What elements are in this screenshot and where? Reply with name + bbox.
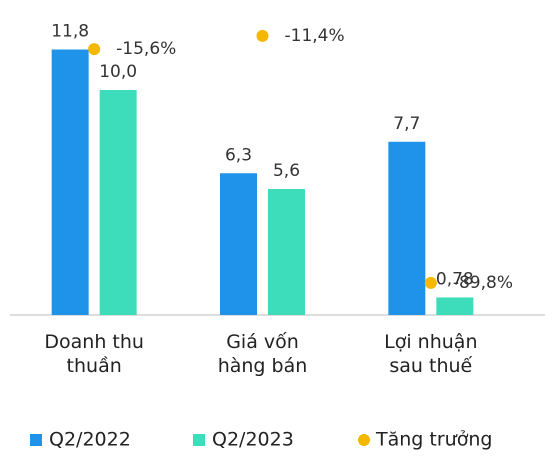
legend-marker [193,434,205,446]
legend-label: Q2/2022 [49,429,131,451]
x-tick-label: Doanh thu thuần [44,331,144,377]
bar [436,297,474,315]
value-label: 6,3 [225,145,252,165]
bar [388,141,426,315]
legend-label: Q2/2023 [212,429,294,451]
growth-label: -89,8% [453,273,513,293]
growth-label: -15,6% [116,39,176,59]
value-label: 7,7 [393,114,420,134]
growth-dot [424,276,437,289]
bar [51,49,89,315]
x-tick-label: Lợi nhuận sau thuế [384,331,478,377]
value-label: 10,0 [99,62,137,82]
value-label: 5,6 [273,161,300,181]
legend-marker [358,434,370,446]
growth-dot [88,43,101,56]
value-label: 11,8 [51,22,89,42]
bar [99,90,137,315]
legend-label: Tăng trưởng [375,429,492,451]
value-label: 0,78 [436,269,474,289]
growth-label: -11,4% [285,26,345,46]
legend-marker [30,434,42,446]
bar [220,173,257,315]
x-tick-label: Giá vốn hàng bán [217,331,308,377]
growth-dot [256,29,269,42]
bar [268,189,305,315]
